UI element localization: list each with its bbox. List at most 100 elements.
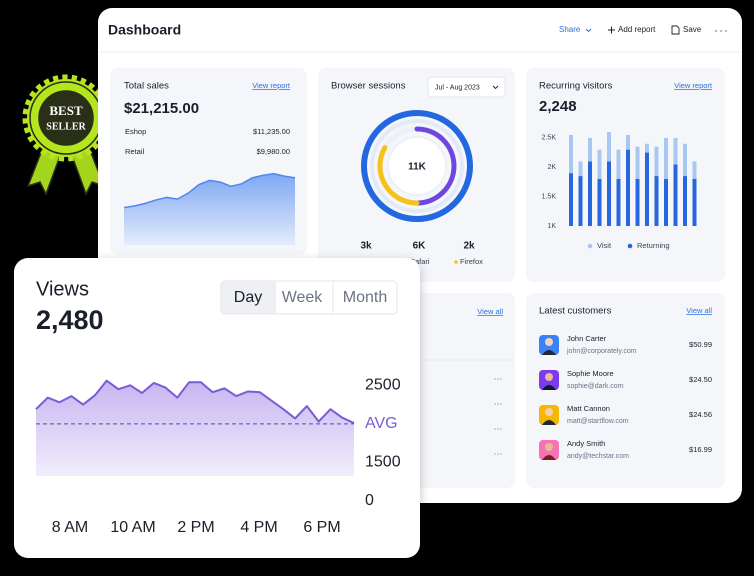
x-tick-label: 10 AM	[110, 519, 155, 536]
customer-amount: $24.50	[689, 375, 712, 384]
bar-segment	[645, 152, 649, 226]
sales-chart	[123, 172, 296, 245]
tab[interactable]: Week	[282, 289, 324, 306]
bar-segment	[597, 149, 602, 179]
bar-segment	[692, 179, 697, 226]
bar-segment	[626, 134, 630, 150]
panel-title: Recurring visitors	[539, 81, 613, 92]
sales-line	[123, 172, 296, 209]
ring-arc	[414, 126, 457, 206]
visitors-total: 2,248	[539, 98, 577, 115]
y-tick-label: 2500	[365, 377, 401, 394]
avatar-head	[545, 443, 553, 451]
customer-name: Sophie Moore	[567, 369, 614, 378]
panel	[526, 68, 725, 282]
tab[interactable]: Day	[234, 289, 262, 306]
chevron-icon	[492, 85, 499, 90]
legend-label: Safari	[410, 257, 430, 266]
customer-email: matt@startflow.com	[567, 418, 629, 425]
customer-row: Andy Smith andy@techstar.com $16.99	[539, 439, 712, 460]
x-tick-label: 2 PM	[177, 519, 214, 536]
tab-selected	[221, 281, 275, 314]
view-all-link[interactable]: View all	[686, 306, 712, 315]
save-icon	[671, 25, 680, 35]
bar-segment	[673, 164, 678, 226]
add-report-button[interactable]: Add report	[618, 25, 656, 34]
legend-label: Visit	[597, 241, 612, 250]
bar-segment	[588, 161, 592, 226]
avatar-head	[545, 373, 553, 381]
row-menus[interactable]	[494, 378, 502, 455]
bar-segment	[635, 146, 640, 179]
badge-inner	[35, 87, 97, 149]
badge-text: SELLER	[46, 121, 86, 132]
customer-name: John Carter	[567, 334, 607, 343]
value-label: 2k	[463, 241, 475, 252]
area-fill	[124, 173, 295, 245]
y-tick-label: 1.5K	[542, 193, 557, 200]
panel-title: Total sales	[124, 81, 169, 92]
row-value: $9,980.00	[257, 147, 290, 156]
y-tick-label: 2.5K	[542, 135, 557, 142]
bar-segment	[578, 176, 583, 226]
bar-segment	[597, 179, 602, 226]
view-report-link[interactable]: View report	[252, 81, 291, 90]
x-tick-label: 4 PM	[240, 519, 277, 536]
panel-title: Latest customers	[539, 306, 612, 317]
sessions-total: 11K	[408, 162, 427, 173]
avatar-head	[545, 338, 553, 346]
view-all-link[interactable]: View all	[477, 307, 503, 316]
panel	[526, 293, 725, 488]
bar-chart: 1K 1.5K 2K 2.5K Visit Returning	[542, 132, 697, 250]
legend-label: Returning	[637, 241, 670, 250]
y-tick-label: 0	[365, 492, 374, 509]
customer-amount: $50.99	[689, 340, 712, 349]
customer-email: sophie@dark.com	[567, 383, 624, 390]
bar-segment	[645, 143, 649, 153]
ring-track	[370, 119, 464, 213]
panel-title: Browser sessions	[331, 81, 406, 92]
views-title: Views	[36, 278, 89, 300]
share-button[interactable]: Share	[559, 25, 581, 34]
customer-amount: $24.56	[689, 410, 712, 419]
avatar-body	[542, 385, 556, 390]
views-line	[35, 379, 355, 424]
view-report-link[interactable]: View report	[674, 81, 713, 90]
bar-segment	[578, 161, 583, 177]
bar-segment	[654, 146, 659, 177]
area-fill	[36, 380, 354, 476]
customer-row: John Carter john@corporately.com $50.99	[539, 334, 712, 355]
save-button[interactable]: Save	[683, 25, 702, 34]
customer-row: Matt Cannon matt@startflow.com $24.56	[539, 404, 712, 425]
bar-segment	[607, 132, 611, 162]
donut-chart: 3k 6K Safari 2k Firefox	[360, 110, 483, 266]
bar-segment	[569, 173, 573, 226]
dashboard-title: Dashboard	[108, 22, 181, 38]
row-label: Eshop	[125, 127, 146, 136]
legend-dot	[587, 243, 593, 249]
customer-amount: $16.99	[689, 445, 712, 454]
bar-segment	[626, 149, 630, 226]
sales-amount: $21,215.00	[124, 100, 199, 117]
legend-dot	[454, 260, 458, 264]
badge: BEST SELLER	[22, 74, 110, 196]
badge-text: BEST	[49, 103, 83, 118]
tab[interactable]: Month	[343, 289, 387, 306]
value-label: 6K	[413, 241, 427, 252]
legend-label: Firefox	[460, 257, 483, 266]
views-chart: 2500 AVG 1500 0 8 AM 10 AM 2 PM 4 PM 6 PM	[35, 377, 401, 536]
bar-segment	[616, 179, 621, 226]
date-range: Jul - Aug 2023	[435, 84, 480, 91]
row-label: Retail	[125, 147, 145, 156]
customer-email: john@corporately.com	[566, 348, 637, 355]
more-icon[interactable]	[714, 29, 728, 33]
bar-segment	[664, 137, 668, 179]
date-dropdown[interactable]	[427, 76, 506, 98]
bar-segment	[635, 179, 640, 226]
chevron-icon	[585, 28, 592, 33]
ring-arc	[361, 110, 473, 222]
bar-segment	[607, 161, 611, 226]
customer-name: Andy Smith	[567, 439, 605, 448]
bar-segment	[683, 176, 687, 226]
